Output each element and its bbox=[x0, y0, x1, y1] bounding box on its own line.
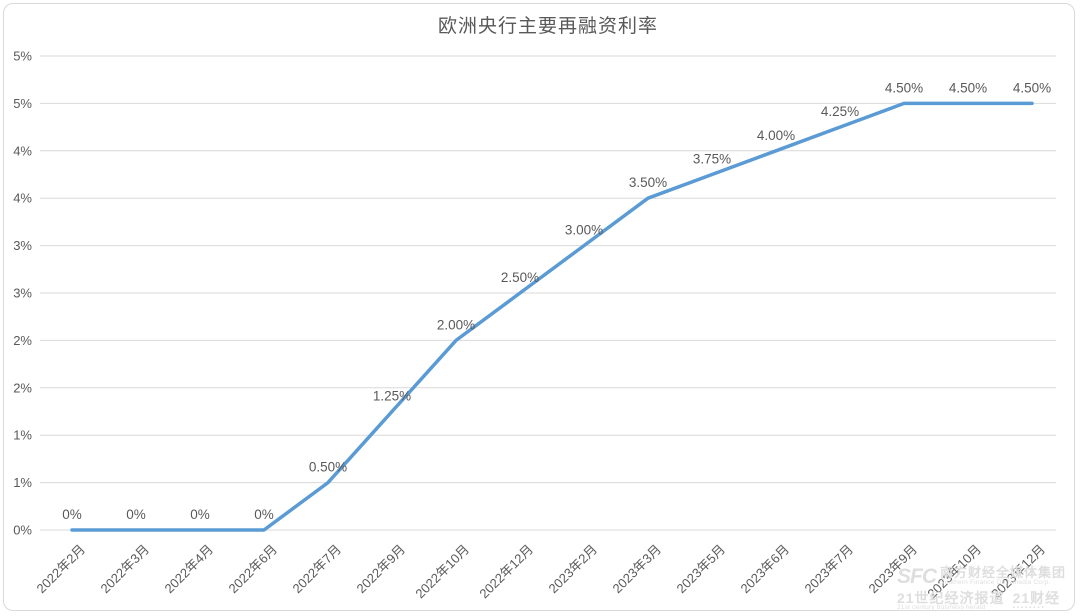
y-axis-tick-label: 1% bbox=[13, 475, 32, 490]
data-label: 4.50% bbox=[885, 80, 923, 95]
watermark-brand-zh: 21世纪经济报道 bbox=[896, 589, 1005, 606]
data-label: 4.50% bbox=[949, 80, 987, 95]
x-axis-tick-label: 2023年5月 bbox=[674, 542, 729, 597]
x-axis-tick-label: 2022年2月 bbox=[34, 542, 89, 597]
x-axis-tick-label: 2022年6月 bbox=[226, 542, 281, 597]
data-label: 2.00% bbox=[437, 317, 475, 332]
x-axis-tick-label: 2023年2月 bbox=[546, 542, 601, 597]
data-label: 1.25% bbox=[373, 389, 411, 404]
watermark-org-zh: 南方财经全媒体集团 bbox=[939, 565, 1066, 581]
y-axis-tick-label: 0% bbox=[13, 523, 32, 538]
x-axis-tick-label: 2022年7月 bbox=[290, 542, 345, 597]
x-axis-tick-label: 2022年9月 bbox=[354, 542, 409, 597]
y-axis-tick-label: 5% bbox=[13, 49, 32, 64]
y-axis-tick-label: 4% bbox=[13, 191, 32, 206]
x-axis-tick-label: 2022年3月 bbox=[98, 542, 153, 597]
y-axis-tick-label: 1% bbox=[13, 428, 32, 443]
data-label: 2.50% bbox=[501, 270, 539, 285]
data-label: 3.75% bbox=[693, 152, 731, 167]
data-label: 0% bbox=[62, 507, 82, 522]
data-label: 0% bbox=[126, 507, 146, 522]
y-axis-tick-label: 4% bbox=[13, 143, 32, 158]
watermark-brand-short: 21财经 bbox=[1012, 589, 1061, 606]
data-label: 4.25% bbox=[821, 104, 859, 119]
y-axis-tick-label: 2% bbox=[13, 380, 32, 395]
watermark: SFC 南方财经全媒体集团 Southern Finance Omnimedia… bbox=[897, 566, 1066, 612]
x-axis-tick-label: 2023年3月 bbox=[610, 542, 665, 597]
y-axis-tick-label: 3% bbox=[13, 238, 32, 253]
data-label: 3.50% bbox=[629, 175, 667, 190]
watermark-org-en: Southern Finance Omnimedia Corp. bbox=[939, 579, 1051, 587]
y-axis-tick-label: 5% bbox=[13, 96, 32, 111]
x-axis-tick-label: 2022年12月 bbox=[476, 542, 536, 602]
x-axis-tick-label: 2022年4月 bbox=[162, 542, 217, 597]
data-label: 4.00% bbox=[757, 128, 795, 143]
y-axis-tick-label: 2% bbox=[13, 333, 32, 348]
watermark-dots: ▪▪▪▪▪▪▪▪ bbox=[1012, 605, 1046, 612]
series-line bbox=[70, 101, 1034, 532]
x-axis-tick-label: 2023年6月 bbox=[738, 542, 793, 597]
sfc-logo: SFC bbox=[896, 565, 937, 589]
x-axis-tick-label: 2022年10月 bbox=[412, 542, 472, 602]
data-label: 0% bbox=[254, 507, 274, 522]
data-label: 4.50% bbox=[1013, 80, 1051, 95]
chart-border bbox=[3, 3, 1075, 611]
watermark-brand-en: 21st century business herald bbox=[896, 604, 986, 612]
y-axis-tick-label: 3% bbox=[13, 286, 32, 301]
data-label: 0.50% bbox=[309, 460, 347, 475]
chart-title: 欧洲央行主要再融资利率 bbox=[437, 15, 658, 37]
data-label: 3.00% bbox=[565, 223, 603, 238]
x-axis-tick-label: 2023年7月 bbox=[802, 542, 857, 597]
data-label: 0% bbox=[190, 507, 210, 522]
